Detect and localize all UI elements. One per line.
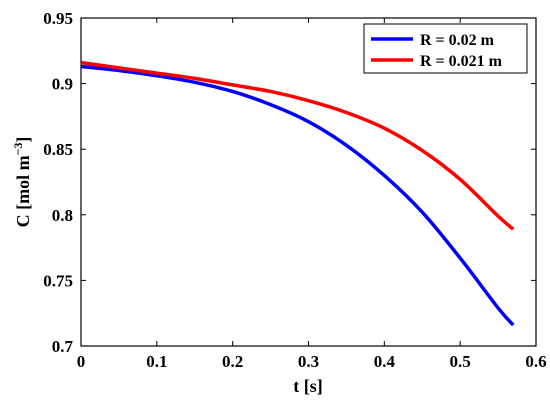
y-tick-label: 0.9 (52, 75, 73, 94)
x-tick-label: 0.1 (146, 352, 167, 371)
series-line-1 (80, 60, 515, 231)
legend-label-1: R = 0.021 m (420, 53, 503, 70)
legend-box (363, 23, 528, 74)
x-tick-label: 0.2 (222, 352, 243, 371)
series-line-0 (80, 64, 515, 327)
x-tick-label: 0.6 (525, 352, 546, 371)
x-tick-label: 0.4 (374, 352, 396, 371)
x-axis-ticks: 0 0.1 0.2 0.3 0.4 0.5 0.6 (77, 18, 547, 371)
x-tick-label: 0 (77, 352, 86, 371)
x-axis-label: t [s] (293, 376, 323, 396)
y-axis-label-exponent: −3 (11, 143, 25, 156)
x-tick-label: 0.3 (298, 352, 319, 371)
x-tick-label: 0.5 (450, 352, 471, 371)
series-layer (80, 60, 515, 327)
legend: R = 0.02 m R = 0.021 m (363, 23, 528, 74)
y-tick-label: 0.95 (43, 9, 73, 28)
y-axis-label: C [mol m−3] (11, 137, 33, 228)
y-axis-ticks: 0.7 0.75 0.8 0.85 0.9 0.95 (43, 9, 536, 356)
y-tick-label: 0.85 (43, 140, 73, 159)
legend-label-0: R = 0.02 m (420, 32, 495, 49)
y-tick-label: 0.7 (52, 337, 74, 356)
y-axis-label-main: C [mol m (13, 155, 33, 227)
y-tick-label: 0.8 (52, 206, 73, 225)
y-axis-label-close: ] (13, 137, 33, 143)
y-tick-label: 0.75 (43, 271, 73, 290)
